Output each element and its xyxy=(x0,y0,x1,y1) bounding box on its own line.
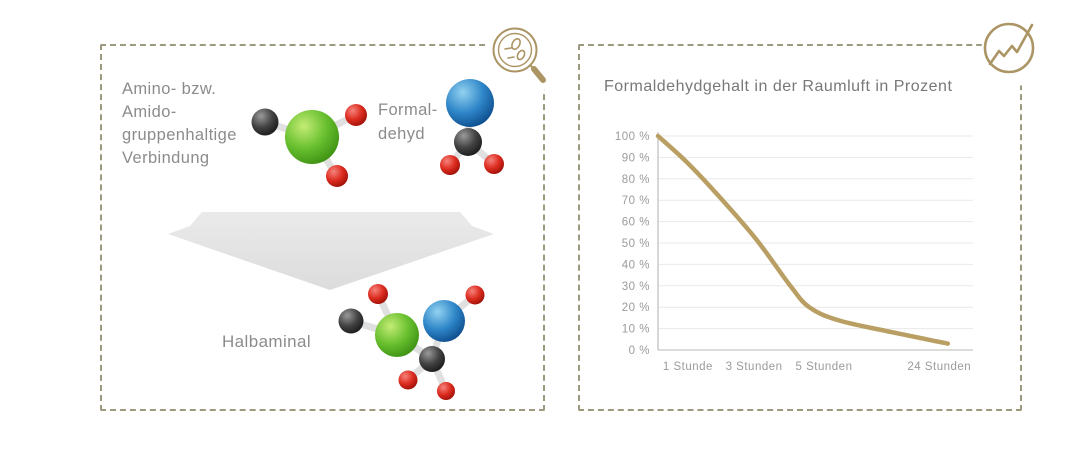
x-tick-label: 3 Stunden xyxy=(726,361,783,373)
formaldehyde-molecule-image xyxy=(440,79,504,175)
y-tick-label: 20 % xyxy=(622,302,650,314)
trend-line-icon-glyph xyxy=(983,22,1035,74)
magnifier-icon-glyph xyxy=(492,27,546,83)
reaction-arrow-down xyxy=(168,212,494,290)
x-tick-label: 24 Stunden xyxy=(907,361,971,373)
y-tick-label: 40 % xyxy=(622,259,650,271)
halbaminal-molecule-image xyxy=(338,284,485,400)
y-tick-label: 100 % xyxy=(615,131,650,143)
formaldehyde-label: Formal- dehyd xyxy=(378,101,438,143)
magnifier-icon xyxy=(483,19,561,97)
formaldehyde-decay-chart: 100 % 90 % 80 % 70 % 60 % 50 % 40 % 30 % 20 % 10 … xyxy=(615,131,973,373)
reactant-label: Amino- bzw. Amido- gruppenhaltige Verbin… xyxy=(122,80,237,167)
y-tick-label: 10 % xyxy=(622,324,650,336)
reaction-panel: Amino- bzw. Amido- gruppenhaltige Verbin… xyxy=(100,44,545,411)
amino-compound-molecule-image xyxy=(251,104,367,187)
x-tick-label: 5 Stunden xyxy=(796,361,853,373)
y-tick-label: 60 % xyxy=(622,217,650,229)
product-label: Halbaminal xyxy=(222,332,312,351)
y-tick-label: 80 % xyxy=(622,174,650,186)
chart-title: Formaldehydgehalt in der Raumluft in Pro… xyxy=(604,78,953,95)
y-tick-label: 90 % xyxy=(622,152,650,164)
y-tick-label: 70 % xyxy=(622,195,650,207)
y-tick-label: 30 % xyxy=(622,281,650,293)
decay-curve xyxy=(655,133,951,346)
y-tick-label: 0 % xyxy=(629,345,650,357)
chart-panel: Formaldehydgehalt in der Raumluft in Pro… xyxy=(578,44,1022,411)
trend-line-icon xyxy=(981,18,1049,86)
y-tick-label: 50 % xyxy=(622,238,650,250)
x-tick-label: 1 Stunde xyxy=(663,361,713,373)
